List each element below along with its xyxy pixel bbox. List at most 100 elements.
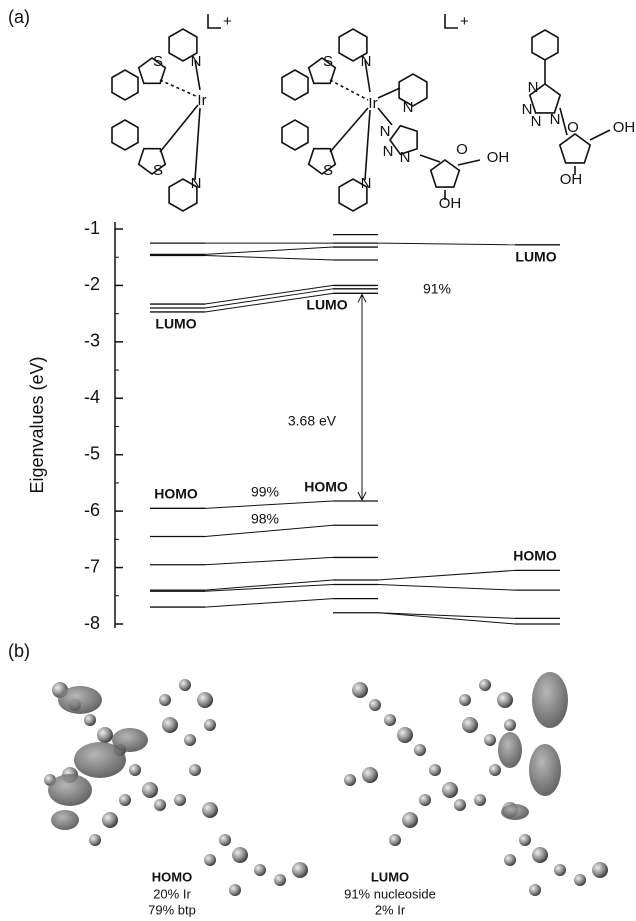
- connector: [204, 598, 334, 608]
- atom: [184, 734, 196, 746]
- atom-label: OH: [560, 171, 583, 188]
- atom: [154, 799, 166, 811]
- connector: [377, 242, 516, 246]
- bond: [457, 159, 481, 166]
- connector: [204, 246, 334, 255]
- atom: [369, 699, 381, 711]
- panel-label: (b): [8, 641, 30, 661]
- atom: [89, 834, 101, 846]
- bond: [329, 79, 369, 101]
- atom-label: N: [522, 101, 533, 118]
- panel-label: (a): [8, 7, 30, 27]
- bond: [159, 79, 199, 98]
- atom: [402, 812, 418, 828]
- orbital-lobe: [532, 672, 568, 728]
- connector: [377, 569, 516, 581]
- atom: [429, 764, 441, 776]
- atom: [129, 764, 141, 776]
- atom: [204, 854, 216, 866]
- orbital-lobe: [74, 742, 126, 778]
- atom-label: N: [191, 175, 202, 192]
- bond: [364, 59, 371, 93]
- connector: [204, 584, 334, 592]
- atom-label: N: [531, 113, 542, 130]
- atom: [474, 794, 486, 806]
- atom: [189, 764, 201, 776]
- connector: [377, 584, 516, 591]
- atom: [497, 692, 513, 708]
- energy-diagram: Eigenvalues (eV) -1 -2 -3 -4 -5 -6 -7 -8 3.68 eV…: [27, 218, 560, 633]
- atom-label: O: [456, 141, 468, 158]
- orbital-name: HOMO: [152, 869, 192, 884]
- atom-label: N: [528, 79, 539, 96]
- orbital-composition: 20% Ir: [153, 886, 191, 901]
- connector: [377, 612, 516, 619]
- bond: [137, 147, 167, 175]
- atom: [202, 802, 218, 818]
- atom-label: S: [323, 162, 333, 179]
- connector: [204, 524, 334, 538]
- atom-label: O: [567, 119, 579, 136]
- bond: [377, 107, 393, 126]
- atom: [197, 692, 213, 708]
- atom-label: S: [153, 53, 163, 70]
- atom: [97, 727, 113, 743]
- atom-label: N: [550, 111, 561, 128]
- annotation: HOMO: [513, 548, 557, 564]
- orbital-composition: 2% Ir: [375, 902, 406, 917]
- orbital-composition: 79% btp: [148, 902, 196, 917]
- annotation: HOMO: [154, 486, 198, 502]
- atom: [84, 714, 96, 726]
- charge: +: [460, 13, 469, 30]
- atom: [352, 682, 368, 698]
- annotation: 98%: [251, 511, 279, 527]
- atom-label: OH: [439, 195, 462, 212]
- atom-label: N: [361, 175, 372, 192]
- atom-label: N: [361, 53, 372, 70]
- atom-label: OH: [487, 149, 510, 166]
- orbital-composition: 91% nucleoside: [344, 886, 436, 901]
- atom: [389, 834, 401, 846]
- connector: [204, 556, 334, 566]
- atom: [362, 767, 378, 783]
- atom: [419, 794, 431, 806]
- bond: [531, 29, 559, 61]
- atom-label: N: [191, 53, 202, 70]
- annotation: HOMO: [304, 479, 348, 495]
- bond: [111, 69, 139, 101]
- atom: [519, 834, 531, 846]
- bond: [137, 57, 167, 85]
- atom: [204, 719, 216, 731]
- charge: +: [223, 13, 232, 30]
- orbital-lobe: [501, 804, 529, 820]
- atom: [532, 847, 548, 863]
- bond: [168, 28, 198, 62]
- bond: [168, 178, 198, 212]
- connector: [204, 579, 334, 591]
- bond: [281, 69, 309, 101]
- atom: [414, 744, 426, 756]
- bond: [307, 147, 337, 175]
- y-tick-label: -7: [84, 556, 100, 576]
- atom: [162, 717, 178, 733]
- bond: [111, 119, 139, 151]
- bond: [338, 28, 368, 62]
- bond: [419, 154, 441, 163]
- atom-label: N: [383, 143, 394, 160]
- orbital-name: LUMO: [371, 869, 409, 884]
- atom: [397, 727, 413, 743]
- connector: [204, 292, 334, 313]
- y-axis-label: Eigenvalues (eV): [27, 356, 47, 493]
- bond: [429, 159, 461, 188]
- orbital-lobe: [58, 686, 102, 714]
- y-tick-label: -5: [84, 443, 100, 463]
- connector: [204, 255, 334, 261]
- atom: [489, 764, 501, 776]
- connector: [204, 500, 334, 509]
- atom: [292, 862, 308, 878]
- atom: [254, 864, 266, 876]
- atom-label: Ir: [368, 95, 377, 112]
- atom: [504, 719, 516, 731]
